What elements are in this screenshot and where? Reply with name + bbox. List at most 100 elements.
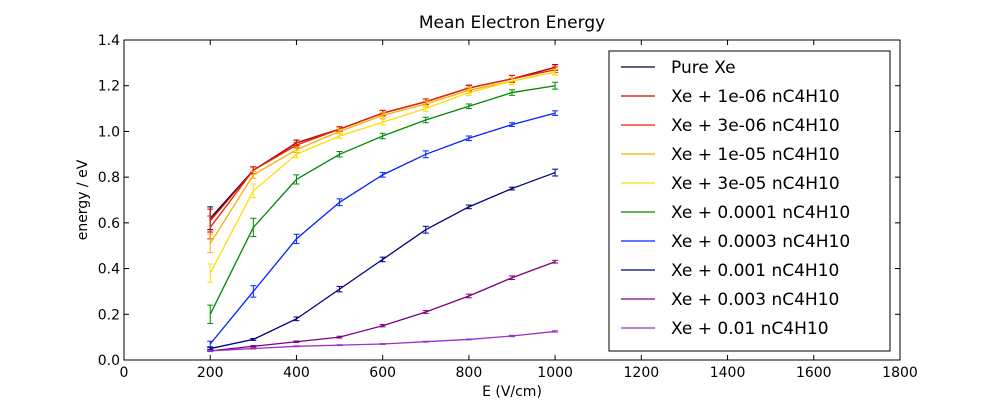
data-point <box>336 285 343 293</box>
series-2 <box>207 66 559 240</box>
x-tick-label: 1400 <box>710 365 746 381</box>
data-point <box>422 116 429 124</box>
data-point <box>250 170 257 179</box>
series-1 <box>207 64 559 233</box>
x-tick-label: 1600 <box>796 365 832 381</box>
data-point <box>293 150 300 159</box>
data-point <box>336 344 343 347</box>
data-point <box>465 204 472 210</box>
data-point <box>293 233 300 244</box>
data-point <box>422 105 429 112</box>
legend-label: Xe + 1e-05 nC4H10 <box>671 145 840 165</box>
x-tick-label: 1200 <box>624 365 660 381</box>
y-tick-label: 1.0 <box>98 124 120 140</box>
series-line <box>210 261 556 352</box>
legend-label: Xe + 1e-06 nC4H10 <box>671 87 840 107</box>
data-point <box>422 310 429 314</box>
data-point <box>379 132 386 140</box>
x-tick-label: 1000 <box>537 365 573 381</box>
data-point <box>379 343 386 345</box>
data-point <box>465 293 472 299</box>
data-point <box>465 103 472 110</box>
legend-label: Xe + 0.0001 nC4H10 <box>671 203 850 223</box>
x-axis-label: E (V/cm) <box>482 384 542 400</box>
data-point <box>552 330 559 333</box>
data-point <box>293 174 300 185</box>
legend-frame <box>608 50 891 352</box>
x-tick-label: 400 <box>283 365 310 381</box>
data-point <box>293 345 300 348</box>
chart-title: Mean Electron Energy <box>419 13 605 33</box>
y-tick-label: 1.4 <box>98 33 120 49</box>
data-point <box>379 119 386 126</box>
data-point <box>336 151 343 158</box>
data-point <box>509 122 515 127</box>
data-point <box>509 334 515 338</box>
data-point <box>336 133 343 139</box>
data-point <box>250 285 257 298</box>
data-point <box>207 304 214 324</box>
data-point <box>509 89 515 96</box>
data-point <box>552 259 559 264</box>
legend-label: Xe + 0.001 nC4H10 <box>671 261 839 281</box>
data-point <box>465 338 472 341</box>
data-point <box>509 77 515 86</box>
x-tick-label: 800 <box>456 365 483 381</box>
y-tick-label: 0.8 <box>98 170 120 186</box>
data-point <box>336 198 343 207</box>
x-tick-label: 200 <box>197 365 224 381</box>
x-tick-label: 0 <box>120 365 129 381</box>
legend-label: Pure Xe <box>671 58 736 78</box>
legend-item: Xe + 0.003 nC4H10 <box>621 290 839 310</box>
legend-label: Xe + 3e-05 nC4H10 <box>671 174 840 194</box>
series-line <box>209 66 556 221</box>
data-point <box>465 89 472 96</box>
legend-label: Xe + 0.003 nC4H10 <box>671 290 839 310</box>
data-point <box>379 172 386 178</box>
legend-item: Xe + 0.001 nC4H10 <box>621 261 839 281</box>
data-point <box>250 338 257 341</box>
y-axis-label: energy / eV <box>75 159 91 240</box>
data-point <box>207 347 214 350</box>
series-line <box>209 112 556 345</box>
data-point <box>509 186 515 191</box>
data-point <box>293 316 300 322</box>
series-6 <box>207 110 559 348</box>
axes: 0 200 400 600 800 1000 1200 1400 1600 1800 0.0 0.2 0… <box>98 33 918 381</box>
axes-frame <box>123 39 901 361</box>
data-point <box>465 135 472 142</box>
data-point <box>207 340 214 348</box>
data-point <box>379 256 386 263</box>
legend-item: Xe + 1e-06 nC4H10 <box>621 87 840 107</box>
legend-item: Xe + 0.01 nC4H10 <box>621 319 829 339</box>
series-3 <box>207 68 559 254</box>
data-point <box>552 168 559 177</box>
data-point <box>207 349 214 352</box>
x-tick-label: 600 <box>369 365 396 381</box>
legend-item: Pure Xe <box>621 58 736 78</box>
legend-item: Xe + 0.0003 nC4H10 <box>621 232 850 252</box>
series-5 <box>207 81 559 324</box>
data-point <box>207 233 214 254</box>
y-tick-label: 0.2 <box>98 307 120 323</box>
y-tick-label: 0.6 <box>98 216 120 232</box>
series-0 <box>207 64 559 231</box>
legend: Pure Xe Xe + 1e-06 nC4H10 Xe + 3e-06 nC4H1… <box>608 50 891 352</box>
data-point <box>509 275 515 281</box>
data-point <box>552 110 559 116</box>
data-point <box>379 324 386 328</box>
y-tick-label: 0.4 <box>98 262 120 278</box>
y-tick-label: 1.2 <box>98 79 120 95</box>
data-point <box>379 112 386 119</box>
plot-area <box>207 64 559 353</box>
y-tick-label: 0.0 <box>98 353 120 369</box>
data-point <box>552 68 559 76</box>
series-line <box>210 330 556 352</box>
data-point <box>336 335 343 339</box>
data-point <box>422 225 429 234</box>
legend-item: Xe + 3e-06 nC4H10 <box>621 116 840 136</box>
series-8 <box>207 259 559 353</box>
legend-item: Xe + 0.0001 nC4H10 <box>621 203 850 223</box>
